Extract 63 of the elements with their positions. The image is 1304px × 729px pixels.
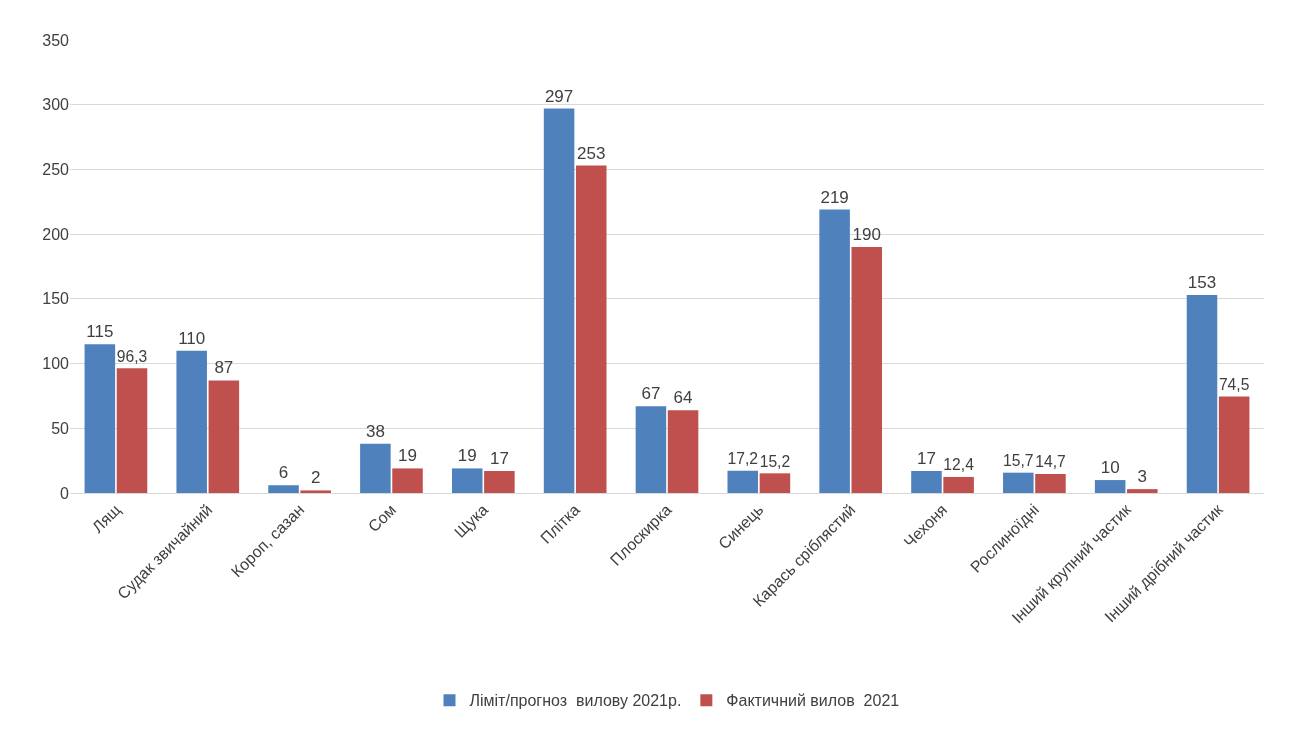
bar [819,209,850,493]
data-label: 19 [398,446,417,466]
x-tick-label: Сом [364,500,400,536]
bar [208,380,240,493]
y-tick-label: 350 [42,31,70,49]
data-label: 253 [577,143,606,163]
data-label: 14,7 [1035,453,1066,471]
bar [727,470,759,493]
y-tick-label: 150 [42,290,70,308]
bar [851,247,883,493]
data-label: 15,7 [1003,451,1034,469]
bar [543,108,575,493]
bar [635,406,667,493]
data-label: 2 [310,468,321,488]
bar [1186,294,1218,493]
y-tick-label: 300 [42,96,70,114]
bar [1218,396,1250,493]
data-label: 74,5 [1218,375,1250,393]
bar [360,443,391,493]
y-tick-label: 50 [51,419,70,437]
data-label: 219 [820,187,849,207]
data-label: 17,2 [727,450,759,468]
data-label: 67 [641,384,661,404]
y-tick-label: 0 [60,484,70,502]
data-label: 17 [489,449,509,468]
bar [911,471,942,493]
bar [1127,489,1158,493]
data-label: 64 [673,388,693,408]
data-label: 38 [365,421,385,441]
data-label: 115 [86,322,114,342]
bar [667,410,699,493]
bar [1003,472,1034,493]
data-label: 17 [917,449,936,468]
bar [759,473,791,493]
data-label: 87 [214,358,234,378]
data-label: 190 [852,225,881,245]
legend-label: Ліміт/прогноз вилову 2021р. [469,692,682,710]
bar [575,165,607,493]
y-tick-label: 100 [42,355,70,373]
bar [116,368,148,493]
bar [1035,473,1066,493]
bar [84,344,116,493]
data-label: 297 [544,86,574,106]
bar [943,476,974,493]
y-tick-label: 200 [42,225,70,243]
bar [484,471,515,493]
bar [268,485,299,493]
data-label: 110 [178,328,206,348]
y-tick-label: 250 [42,161,70,179]
data-label: 153 [1187,272,1217,292]
bar [300,490,331,493]
legend-label: Фактичний вилов 2021 [726,692,900,710]
data-label: 96,3 [116,347,148,365]
bar [176,350,207,493]
bar [451,468,483,493]
bar [1094,480,1126,493]
data-label: 10 [1100,458,1120,478]
data-label: 12,4 [943,456,975,474]
data-label: 6 [278,463,289,483]
data-label: 3 [1137,467,1148,487]
data-label: 15,2 [759,452,791,470]
bar [392,468,423,493]
data-label: 19 [457,446,477,466]
